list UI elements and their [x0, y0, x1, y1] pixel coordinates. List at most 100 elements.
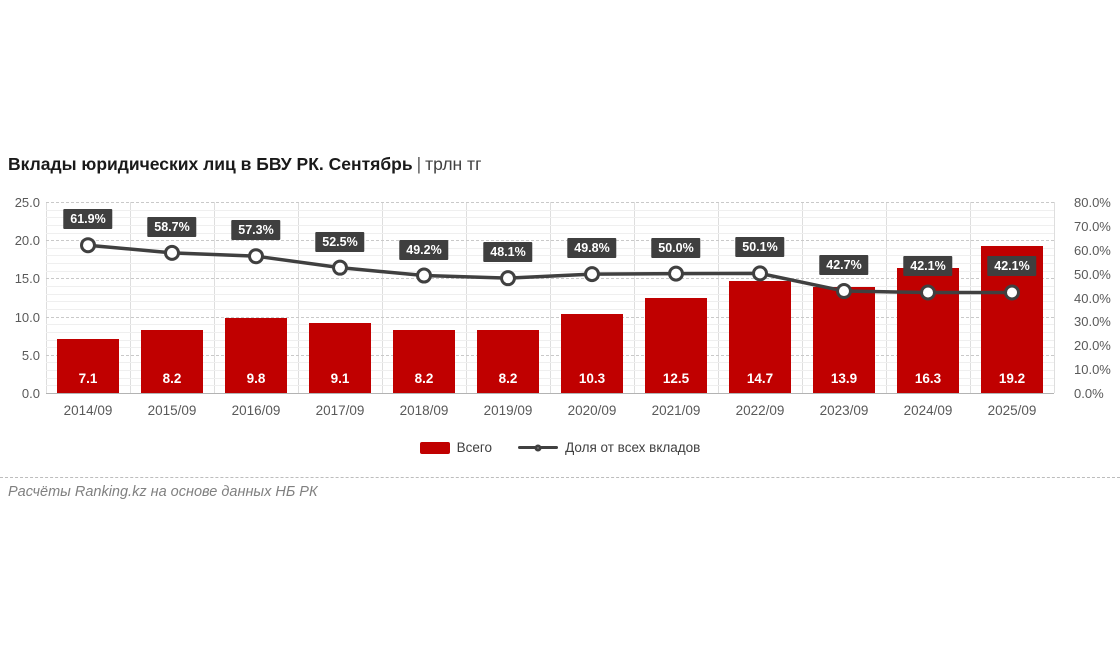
- line-marker: [836, 283, 852, 300]
- grid-line-minor: [46, 232, 1054, 234]
- trend-line: [87, 243, 1012, 295]
- x-tick-label: 2020/09: [567, 403, 617, 418]
- y-tick-label-right: 40.0%: [1074, 290, 1111, 306]
- trend-line-layer: [80, 237, 1020, 301]
- grid-line-minor: [46, 324, 1054, 326]
- pct-label: 50.0%: [651, 237, 701, 258]
- grid-line-vertical: [970, 202, 971, 393]
- y-tick-label-right: 0.0%: [1074, 386, 1104, 401]
- grid-line-minor: [46, 301, 1054, 303]
- y-tick-label-left: 5.0: [21, 347, 40, 363]
- y-tick-label-right: 80.0%: [1074, 195, 1111, 210]
- y-tick-label-left: 20.0: [14, 233, 40, 249]
- bar-value-label: 13.9: [830, 371, 858, 386]
- grid-line-vertical: [130, 202, 131, 393]
- grid-line-vertical: [466, 202, 467, 393]
- grid-line-vertical: [886, 202, 887, 393]
- bar: 9.1: [309, 323, 371, 393]
- grid-line-major: [46, 316, 1054, 318]
- bar-value-label: 8.2: [414, 371, 434, 386]
- bar: 10.3: [561, 314, 623, 393]
- pct-label: 57.3%: [231, 220, 281, 241]
- y-tick-label-left: 10.0: [14, 309, 40, 325]
- chart-title-unit: трлн тг: [425, 154, 482, 174]
- line-marker: [920, 284, 936, 301]
- grid-line-minor: [46, 331, 1054, 333]
- grid-line-vertical: [298, 202, 299, 393]
- pct-label: 49.2%: [399, 239, 449, 260]
- grid-line-minor: [46, 217, 1054, 219]
- bar: 9.8: [225, 318, 287, 393]
- grid-line-minor: [46, 270, 1054, 272]
- chart-title-separator: |: [416, 154, 422, 174]
- line-marker: [500, 270, 516, 287]
- x-tick-label: 2017/09: [315, 403, 365, 418]
- grid-line-minor: [46, 286, 1054, 288]
- bar-value-label: 7.1: [78, 371, 98, 386]
- line-marker: [248, 248, 264, 265]
- chart-title-main: Вклады юридических лиц в БВУ РК. Сентябр…: [8, 154, 413, 174]
- grid-line-minor: [46, 347, 1054, 349]
- bar: 13.9: [813, 286, 875, 393]
- line-marker: [584, 266, 600, 283]
- bar: 8.2: [393, 330, 455, 393]
- bar-value-label: 16.3: [914, 371, 942, 386]
- y-tick-label-right: 70.0%: [1074, 218, 1111, 234]
- pct-label: 49.8%: [567, 238, 617, 259]
- pct-label: 42.1%: [903, 256, 953, 277]
- bar-line-chart: 7.1 8.2 9.8 9.1 8.2 8.2 10.3 12.5 14.7 13.9 16.3 19…: [15, 195, 1111, 418]
- chart-legend: Всего Доля от всех вкладов: [0, 440, 1120, 455]
- y-tick-label-right: 50.0%: [1074, 266, 1111, 282]
- pct-label: 61.9%: [63, 209, 113, 230]
- bar-value-label: 8.2: [498, 371, 518, 386]
- line-marker: [668, 265, 684, 282]
- bar-value-label: 14.7: [746, 371, 774, 386]
- x-tick-label: 2025/09: [987, 403, 1037, 418]
- source-note: Расчёты Ranking.kz на основе данных НБ Р…: [8, 484, 318, 500]
- grid-line-minor: [46, 339, 1054, 341]
- x-tick-label: 2018/09: [399, 403, 449, 418]
- pct-label: 58.7%: [147, 216, 197, 237]
- bar: 12.5: [645, 297, 707, 393]
- x-axis-line: [46, 393, 1054, 394]
- bar: 8.2: [477, 330, 539, 393]
- line-marker: [1004, 284, 1020, 301]
- line-marker: [164, 244, 180, 261]
- grid-line-vertical: [1054, 202, 1055, 393]
- grid-line-minor: [46, 385, 1054, 387]
- grid-line-minor: [46, 247, 1054, 249]
- bar-value-label: 19.2: [998, 371, 1026, 386]
- x-tick-label: 2022/09: [735, 403, 785, 418]
- grid-line-minor: [46, 362, 1054, 364]
- grid-line-minor: [46, 370, 1054, 372]
- grid-line-minor: [46, 255, 1054, 257]
- legend-item-total: Всего: [419, 440, 492, 455]
- pct-label: 52.5%: [315, 231, 365, 252]
- grid-line-minor: [46, 377, 1054, 379]
- line-marker-icon: [518, 441, 559, 454]
- grid-line-vertical: [802, 202, 803, 393]
- grid-line-vertical: [214, 202, 215, 393]
- y-tick-label-left: 0.0: [21, 386, 40, 401]
- line-marker: [416, 267, 432, 284]
- y-tick-label-left: 15.0: [14, 271, 40, 287]
- grid-line-minor: [46, 209, 1054, 211]
- grid-line-major: [46, 278, 1054, 280]
- y-tick-label-right: 30.0%: [1074, 314, 1111, 330]
- x-tick-label: 2014/09: [63, 403, 113, 418]
- bar-value-label: 8.2: [162, 371, 182, 386]
- bar: 8.2: [141, 330, 203, 393]
- bar: 14.7: [729, 280, 791, 393]
- legend-label-share: Доля от всех вкладов: [565, 440, 701, 455]
- legend-item-share: Доля от всех вкладов: [518, 440, 700, 455]
- line-marker: [332, 259, 348, 276]
- grid-line-vertical: [46, 202, 47, 393]
- x-tick-label: 2019/09: [483, 403, 533, 418]
- y-tick-label-right: 60.0%: [1074, 242, 1111, 258]
- grid-line-vertical: [382, 202, 383, 393]
- grid-line-major: [46, 202, 1054, 203]
- pct-label: 50.1%: [735, 237, 785, 258]
- grid-line-minor: [46, 263, 1054, 265]
- y-tick-label-right: 20.0%: [1074, 338, 1111, 354]
- pct-label: 48.1%: [483, 242, 533, 263]
